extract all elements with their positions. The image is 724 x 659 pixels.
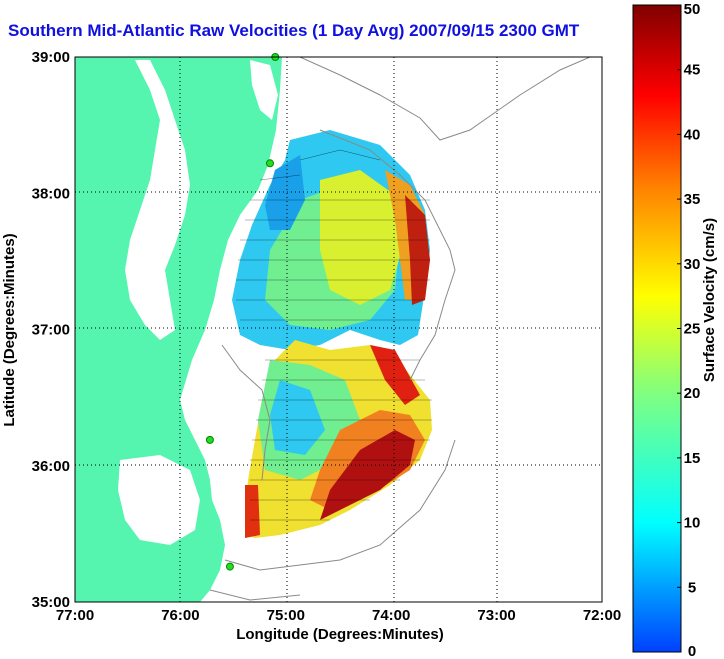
colorbar-tick-label: 45 (684, 62, 701, 79)
radar-stations (205, 53, 280, 571)
y-tick-label: 37:00 (32, 322, 70, 339)
x-tick-label: 75:00 (267, 607, 305, 624)
y-axis-label: Latitude (Degrees:Minutes) (1, 233, 18, 426)
delaware-bay (250, 60, 278, 120)
x-axis-label: Longitude (Degrees:Minutes) (236, 626, 444, 643)
colorbar-tick-label: 50 (684, 1, 701, 18)
x-tick-label: 73:00 (477, 607, 515, 624)
x-tick-label: 74:00 (372, 607, 410, 624)
grid-lines (75, 57, 602, 602)
colorbar-tick-label: 5 (688, 579, 696, 596)
x-tick-label: 77:00 (56, 607, 94, 624)
y-tick-label: 39:00 (32, 49, 70, 66)
station-mid-marker (265, 159, 274, 168)
colorbar-tick-label: 40 (684, 126, 701, 143)
x-tick-labels: 77:00 76:00 75:00 74:00 73:00 72:00 (56, 607, 621, 624)
chesapeake-bay (125, 60, 190, 340)
axes-frame (74, 56, 603, 603)
station-south1-marker (205, 435, 214, 444)
map-title: Southern Mid-Atlantic Raw Velocities (1 … (8, 21, 580, 40)
colorbar-tick-label: 35 (684, 191, 701, 208)
x-tick-label: 76:00 (161, 607, 199, 624)
velocity-vectors (236, 149, 432, 521)
bathymetry-contours (209, 57, 591, 601)
x-tick-label: 72:00 (583, 607, 621, 624)
colorbar-label: Surface Velocity (cm/s) (701, 218, 718, 382)
y-tick-label: 36:00 (32, 458, 70, 475)
y-tick-label: 35:00 (32, 594, 70, 611)
y-tick-label: 38:00 (32, 185, 70, 202)
colorbar-tick-label: 10 (684, 515, 701, 532)
colorbar-tick-label: 25 (684, 321, 701, 338)
y-tick-labels: 39:00 38:00 37:00 36:00 35:00 (32, 49, 70, 611)
colorbar-ticks: 0 5 10 15 20 25 30 35 40 45 50 (677, 1, 700, 659)
colorbar-tick-label: 20 (684, 385, 701, 402)
colorbar-tick-label: 0 (688, 643, 696, 659)
colorbar-tick-label: 15 (684, 450, 701, 467)
colorbar-tick-label: 30 (684, 256, 701, 273)
colorbar (632, 4, 682, 653)
station-south2-marker (225, 562, 234, 571)
